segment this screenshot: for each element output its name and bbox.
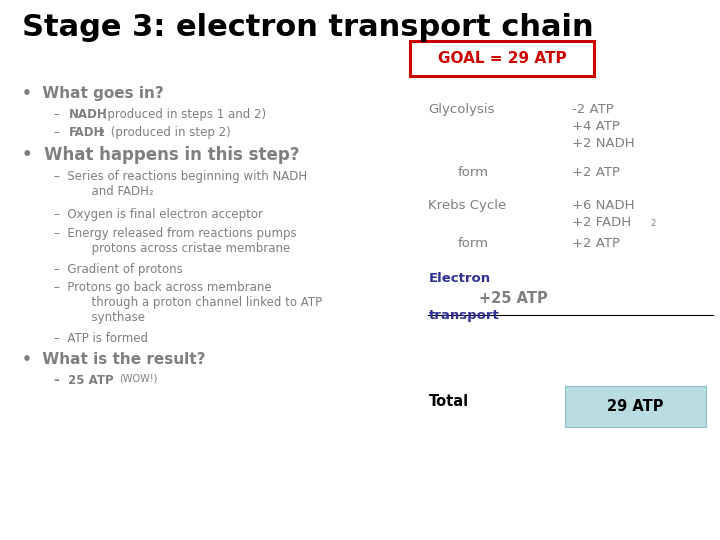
- Text: •  What is the result?: • What is the result?: [22, 352, 205, 367]
- Text: 2: 2: [99, 129, 104, 138]
- Text: –: –: [54, 126, 68, 139]
- Text: Electron: Electron: [428, 272, 490, 285]
- Text: 2: 2: [650, 219, 655, 228]
- Text: (produced in steps 1 and 2): (produced in steps 1 and 2): [99, 108, 266, 121]
- Text: Total: Total: [428, 394, 469, 409]
- Text: +4 ATP: +4 ATP: [572, 120, 620, 133]
- Text: 29 ATP: 29 ATP: [607, 399, 664, 414]
- Text: form: form: [457, 166, 488, 179]
- Text: –  Series of reactions beginning with NADH
          and FADH₂: – Series of reactions beginning with NAD…: [54, 170, 307, 198]
- Text: +2 ATP: +2 ATP: [572, 237, 621, 249]
- Text: NADH: NADH: [68, 108, 107, 121]
- Text: –  Oxygen is final electron acceptor: – Oxygen is final electron acceptor: [54, 208, 263, 221]
- Text: +25 ATP: +25 ATP: [479, 291, 547, 306]
- Text: –  Gradient of protons: – Gradient of protons: [54, 263, 183, 276]
- Text: form: form: [457, 237, 488, 249]
- Text: (produced in step 2): (produced in step 2): [107, 126, 230, 139]
- Text: GOAL = 29 ATP: GOAL = 29 ATP: [438, 51, 567, 65]
- Text: Stage 3: electron transport chain: Stage 3: electron transport chain: [22, 14, 593, 43]
- Text: +2 FADH: +2 FADH: [572, 216, 631, 229]
- Text: Krebs Cycle: Krebs Cycle: [428, 199, 507, 212]
- FancyBboxPatch shape: [410, 40, 594, 76]
- FancyBboxPatch shape: [565, 386, 706, 427]
- Text: –  25 ATP: – 25 ATP: [54, 374, 118, 387]
- Text: –: –: [54, 108, 68, 121]
- Text: +2 ATP: +2 ATP: [572, 166, 621, 179]
- Text: •  What happens in this step?: • What happens in this step?: [22, 146, 299, 164]
- Text: transport: transport: [428, 309, 499, 322]
- Text: •  What goes in?: • What goes in?: [22, 86, 163, 102]
- Text: Glycolysis: Glycolysis: [428, 103, 495, 116]
- Text: –  Protons go back across membrane
          through a proton channel linked to : – Protons go back across membrane throug…: [54, 281, 322, 324]
- Text: +6 NADH: +6 NADH: [572, 199, 635, 212]
- Text: (WOW!): (WOW!): [119, 374, 157, 384]
- Text: –  ATP is formed: – ATP is formed: [54, 332, 148, 345]
- Text: +2 NADH: +2 NADH: [572, 137, 635, 150]
- Text: FADH: FADH: [68, 126, 104, 139]
- Text: -2 ATP: -2 ATP: [572, 103, 614, 116]
- Text: –  Energy released from reactions pumps
          protons across cristae membran: – Energy released from reactions pumps p…: [54, 227, 297, 255]
